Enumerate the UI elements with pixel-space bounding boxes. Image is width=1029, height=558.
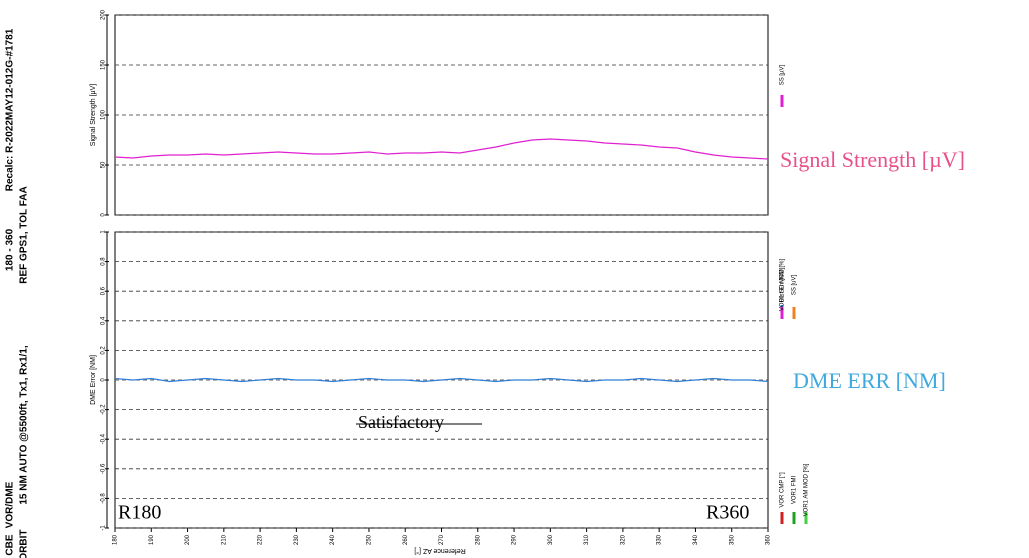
legend-label: VOR1 SC MOD [%] [780,258,786,311]
y-tick-label: 0.8 [101,257,107,266]
x-tick-label: 350 [729,534,735,545]
x-tick-label: 250 [367,534,373,545]
header-line: REF GPS1, TOL FAA [19,186,30,283]
legend-label: SS [uV] [792,274,798,295]
x-tick-label: 220 [258,534,264,545]
x-tick-label: 290 [512,534,518,545]
legend-label: VOR1 FMI [792,476,798,505]
x-tick-label: 340 [693,534,699,545]
header-line: 180 - 360 [5,228,16,271]
x-tick-label: 270 [439,534,445,545]
y-tick-label: -0.8 [101,493,107,504]
legend-label: Dist Err [NM] [780,268,786,303]
legend-label: VOR1 AM MOD [%] [804,463,810,516]
y-tick-label: -0.6 [101,463,107,474]
x-tick-label: 280 [475,534,481,545]
x-tick-label: 180 [113,534,119,545]
x-tick-label: 230 [294,534,300,545]
end-label: R360 [706,502,749,524]
y-tick-label: 150 [101,59,107,70]
y-tick-label: 100 [101,109,107,120]
y-axis-title: DME Error [NM] [90,355,97,405]
status: Satisfactory [358,412,444,432]
x-axis-title: Reference AZ [°] [414,547,465,555]
legend-swatch [792,512,796,524]
y-tick-label: -1 [101,525,107,531]
x-tick-label: 240 [330,534,336,545]
y-tick-label: 50 [101,161,107,168]
start-label: R180 [118,502,161,524]
y-tick-label: 1 [101,230,107,234]
legend-swatch [792,307,796,319]
x-tick-label: 330 [657,534,663,545]
y-tick-label: -0.4 [101,433,107,444]
header-line: 15 NM AUTO @5500ft, Tx1, Rx1/1, [19,345,30,504]
legend-swatch [804,512,808,524]
header-line: CBE [5,534,16,555]
y-tick-label: 0.2 [101,346,107,355]
y-tick-label: 0.6 [101,286,107,295]
y-tick-label: 200 [101,9,107,20]
series-line [114,138,769,160]
legend-swatch [780,95,784,107]
y-axis-title: Signal Strength [µV] [90,84,97,146]
x-tick-label: 310 [584,534,590,545]
legend-label: VOR CMP [°] [780,472,786,508]
series-line [114,377,769,383]
signal-label: Signal Strength [µV] [780,147,965,172]
legend-swatch [780,307,784,319]
dme-label: DME ERR [NM] [793,368,946,393]
x-tick-label: 260 [403,534,409,545]
y-tick-label: 0 [101,213,107,217]
legend-swatch [780,512,784,524]
x-tick-label: 190 [149,534,155,545]
y-tick-label: -0.2 [101,404,107,415]
x-tick-label: 210 [221,534,227,545]
header-line: VOR/DME [5,481,16,528]
header-line: ORBIT [19,529,30,558]
x-tick-label: 300 [548,534,554,545]
y-tick-label: 0 [101,378,107,382]
x-tick-label: 200 [185,534,191,545]
y-tick-label: 0.4 [101,316,107,325]
x-tick-label: 320 [620,534,626,545]
header-line: Recalc: R-2022MAY12-012G-#1781 [5,28,16,191]
legend-label: SS [µV] [780,64,786,85]
x-tick-label: 360 [766,534,772,545]
